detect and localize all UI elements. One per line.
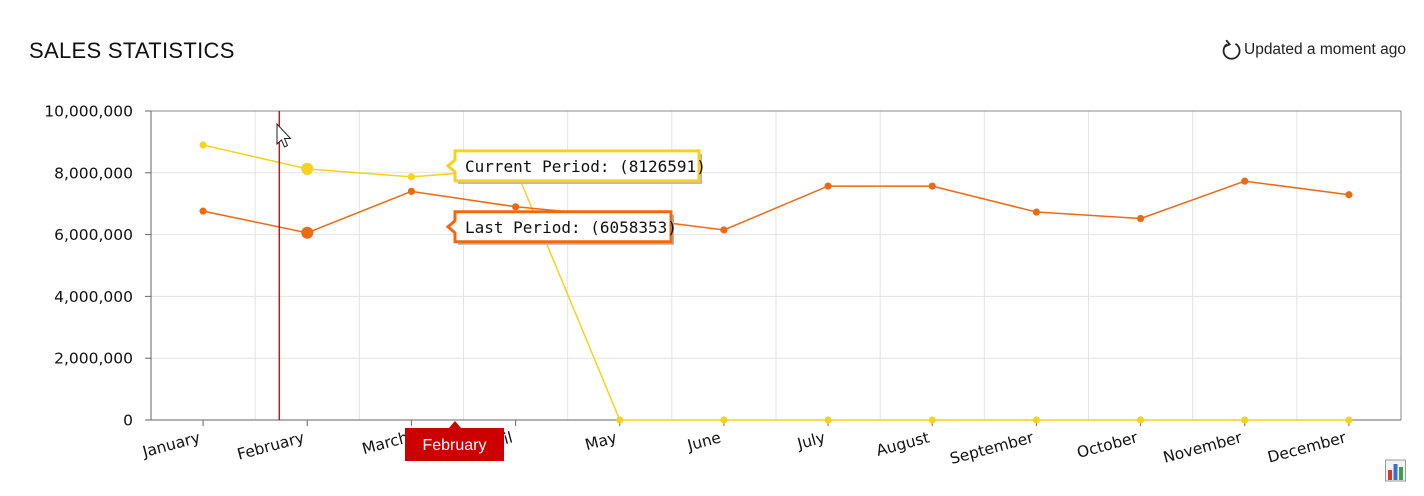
y-tick-label: 2,000,000 xyxy=(54,350,133,368)
x-tick-label: December xyxy=(1266,428,1349,466)
data-point xyxy=(824,182,832,190)
x-tick-label: May xyxy=(583,428,619,454)
data-point xyxy=(301,162,314,175)
data-point xyxy=(616,416,624,424)
data-point xyxy=(720,416,728,424)
data-point xyxy=(928,416,936,424)
data-point xyxy=(1032,208,1041,216)
x-tick-label: August xyxy=(874,428,931,459)
x-tick-label: October xyxy=(1075,428,1140,462)
crosshair-label-box xyxy=(405,421,504,461)
crosshair-label: February xyxy=(422,437,486,454)
data-point xyxy=(301,226,314,239)
x-tick-label: March xyxy=(360,428,410,458)
data-point xyxy=(199,141,207,149)
series-line xyxy=(202,180,1350,234)
data-point xyxy=(1345,191,1353,199)
data-point xyxy=(1136,214,1145,223)
x-tick-label: September xyxy=(948,428,1036,468)
data-point xyxy=(1241,177,1249,185)
x-tick-label: February xyxy=(235,428,306,463)
refresh-icon[interactable] xyxy=(1220,38,1242,62)
mouse-cursor-icon xyxy=(276,122,292,148)
data-point xyxy=(407,187,416,195)
y-tick-label: 10,000,000 xyxy=(44,103,133,121)
data-point xyxy=(824,416,832,424)
data-point xyxy=(511,203,520,211)
tooltip-text: Last Period: (6058353) xyxy=(465,218,677,237)
y-tick-label: 4,000,000 xyxy=(54,288,133,306)
y-tick-label: 8,000,000 xyxy=(54,164,133,182)
x-tick-label: January xyxy=(140,428,202,461)
page-title: SALES STATISTICS xyxy=(29,38,235,63)
data-point xyxy=(720,226,728,234)
data-point xyxy=(1032,416,1041,424)
data-point xyxy=(1345,416,1353,424)
bar-chart-icon[interactable] xyxy=(1385,458,1407,482)
x-tick-label: June xyxy=(685,428,723,454)
data-point xyxy=(928,182,936,190)
data-point xyxy=(199,207,207,215)
data-point xyxy=(407,173,416,181)
series-line xyxy=(202,144,1349,421)
x-tick-label: July xyxy=(795,428,828,453)
tooltip-box xyxy=(445,149,701,183)
data-point xyxy=(1241,416,1249,424)
tooltip-box xyxy=(445,210,673,244)
data-point xyxy=(1136,416,1145,424)
x-tick-label: November xyxy=(1161,428,1244,466)
update-status[interactable]: Updated a moment ago xyxy=(1220,38,1406,62)
updated-text: Updated a moment ago xyxy=(1244,41,1406,58)
y-tick-label: 0 xyxy=(123,412,133,430)
y-tick-label: 6,000,000 xyxy=(54,226,133,244)
tooltip-text: Current Period: (8126591) xyxy=(465,157,706,176)
